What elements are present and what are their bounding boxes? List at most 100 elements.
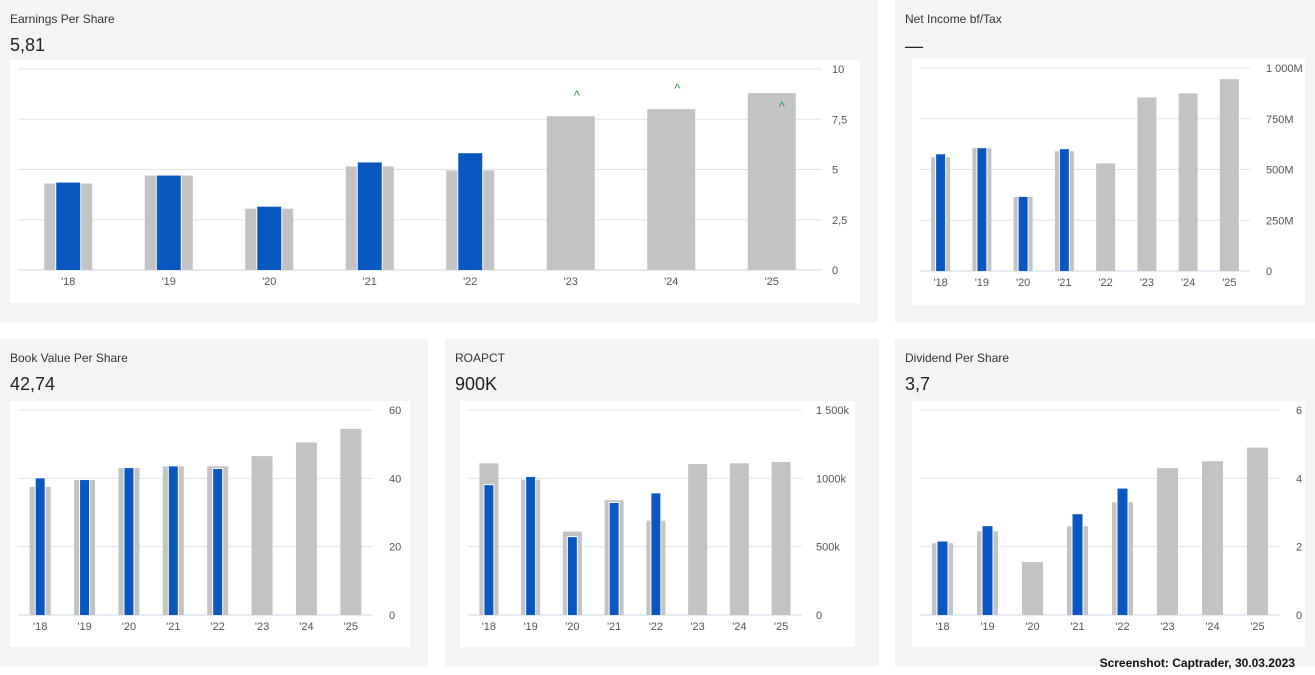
reported-bar — [1018, 196, 1028, 271]
y-tick-label: 2,5 — [832, 215, 847, 227]
estimate-bar — [251, 456, 273, 615]
upward-revision-marker: ^ — [779, 99, 786, 114]
reported-bar — [257, 206, 282, 270]
y-tick-label: 0 — [832, 265, 838, 277]
reported-bar — [168, 466, 178, 615]
y-tick-label: 500M — [1266, 165, 1294, 177]
x-tick-label: '22 — [649, 621, 663, 633]
reported-bar — [80, 480, 90, 615]
x-tick-label: '22 — [1098, 277, 1112, 289]
estimate-bar — [1137, 97, 1157, 271]
reported-bar — [56, 182, 81, 270]
panel-value: 900K — [455, 374, 498, 394]
reported-bar — [651, 493, 661, 615]
x-tick-label: '18 — [61, 276, 75, 288]
x-tick-label: '21 — [363, 276, 377, 288]
estimate-bar — [729, 463, 749, 615]
estimate-bar — [1022, 562, 1043, 615]
x-tick-label: '19 — [77, 621, 91, 633]
roapct-panel: ROAPCT 900K 1 500k 1000k 500k 0 '18 '19 '20 '21… — [445, 339, 879, 666]
y-tick-label: 750M — [1266, 114, 1294, 126]
x-tick-label: '18 — [935, 621, 949, 633]
x-tick-label: '24 — [732, 621, 746, 633]
reported-bar — [567, 537, 577, 615]
reported-bar — [937, 541, 948, 615]
book-value-panel: Book Value Per Share 42,74 60 40 20 0 '18 '19… — [0, 339, 428, 666]
panel-value: 5,81 — [10, 35, 46, 55]
dividend-chart: 6 4 2 0 '18 '19 '20 '21 '22 '23 '24 '25 — [920, 405, 1302, 633]
estimate-bar — [1219, 79, 1239, 271]
estimate-bar — [1247, 447, 1268, 615]
x-tick-label: '20 — [262, 276, 276, 288]
net-income-panel: Net Income bf/Tax — 1 000M 750M 500M 250M 0 '… — [895, 0, 1315, 322]
reported-bar — [1117, 488, 1128, 615]
reported-bar — [936, 154, 946, 271]
upward-revision-marker: ^ — [574, 88, 581, 103]
y-tick-label: 2 — [1296, 542, 1302, 554]
x-tick-label: '20 — [122, 621, 136, 633]
x-tick-label: '19 — [162, 276, 176, 288]
x-tick-label: '23 — [1140, 277, 1154, 289]
x-tick-label: '25 — [344, 621, 358, 633]
chart-plot-area: 1 000M 750M 500M 250M 0 '18 '19 '20 '21 '22 '23 '24… — [912, 58, 1305, 305]
x-tick-label: '25 — [765, 276, 779, 288]
x-tick-label: '18 — [33, 621, 47, 633]
upward-revision-marker: ^ — [674, 81, 681, 96]
x-tick-label: '24 — [1181, 277, 1195, 289]
panel-value: — — [905, 36, 923, 56]
y-tick-label: 250M — [1266, 215, 1294, 227]
chart-plot-area: 60 40 20 0 '18 '19 '20 '21 '22 '23 '24 '25 — [10, 401, 410, 647]
estimate-bar — [295, 442, 317, 615]
eps-chart: 10 7,5 5 2,5 0 '18 '19 '20 '21 '22 '23 '24 '25 ^ ^ ^ — [18, 64, 847, 288]
x-tick-label: '22 — [211, 621, 225, 633]
reported-bar — [609, 502, 619, 615]
reported-bar — [977, 148, 987, 271]
panel-title: Dividend Per Share — [905, 351, 1010, 365]
panel-title: Book Value Per Share — [10, 351, 128, 365]
estimate-bar — [747, 93, 796, 270]
screenshot-credit: Screenshot: Captrader, 30.03.2023 — [1099, 656, 1295, 670]
roapct-chart: 1 500k 1000k 500k 0 '18 '19 '20 '21 '22 '23 '24 '25 — [468, 405, 850, 633]
x-tick-label: '20 — [1016, 277, 1030, 289]
y-tick-label: 0 — [1296, 610, 1302, 622]
panel-value: 3,7 — [905, 374, 931, 394]
y-tick-label: 4 — [1296, 473, 1302, 485]
x-tick-label: '21 — [1057, 277, 1071, 289]
panel-title: ROAPCT — [455, 351, 506, 365]
x-tick-label: '23 — [690, 621, 704, 633]
x-tick-label: '25 — [774, 621, 788, 633]
reported-bar — [526, 476, 536, 615]
y-tick-label: 5 — [832, 165, 838, 177]
estimate-bar — [1096, 163, 1116, 271]
reported-bar — [458, 153, 483, 270]
y-tick-label: 0 — [1266, 266, 1272, 278]
estimate-bar — [1178, 93, 1198, 271]
x-tick-label: '21 — [607, 621, 621, 633]
x-tick-label: '19 — [523, 621, 537, 633]
estimate-bar — [1157, 468, 1178, 615]
y-tick-label: 500k — [816, 542, 840, 554]
reported-bar — [35, 478, 45, 615]
reported-bar — [1059, 149, 1069, 271]
y-tick-label: 0 — [389, 610, 395, 622]
y-tick-label: 40 — [389, 473, 401, 485]
y-tick-label: 1000k — [816, 473, 846, 485]
x-tick-label: '18 — [482, 621, 496, 633]
x-tick-label: '22 — [1115, 621, 1129, 633]
estimate-bar — [546, 116, 595, 270]
x-tick-label: '24 — [299, 621, 313, 633]
x-tick-label: '22 — [463, 276, 477, 288]
reported-bar — [213, 468, 223, 615]
reported-bar — [357, 162, 382, 270]
y-tick-label: 10 — [832, 64, 844, 76]
panel-title: Earnings Per Share — [10, 12, 115, 26]
chart-plot-area: 10 7,5 5 2,5 0 '18 '19 '20 '21 '22 '23 '24 '25 ^ ^ ^ — [10, 60, 860, 303]
reported-bar — [156, 175, 181, 270]
estimate-bar — [1202, 461, 1223, 615]
reported-bar — [982, 526, 993, 615]
chart-plot-area: 1 500k 1000k 500k 0 '18 '19 '20 '21 '22 '23 '24 '25 — [460, 401, 855, 647]
chart-plot-area: 6 4 2 0 '18 '19 '20 '21 '22 '23 '24 '25 — [912, 401, 1305, 647]
panel-title: Net Income bf/Tax — [905, 12, 1002, 26]
y-tick-label: 60 — [389, 405, 401, 417]
x-tick-label: '24 — [1205, 621, 1219, 633]
